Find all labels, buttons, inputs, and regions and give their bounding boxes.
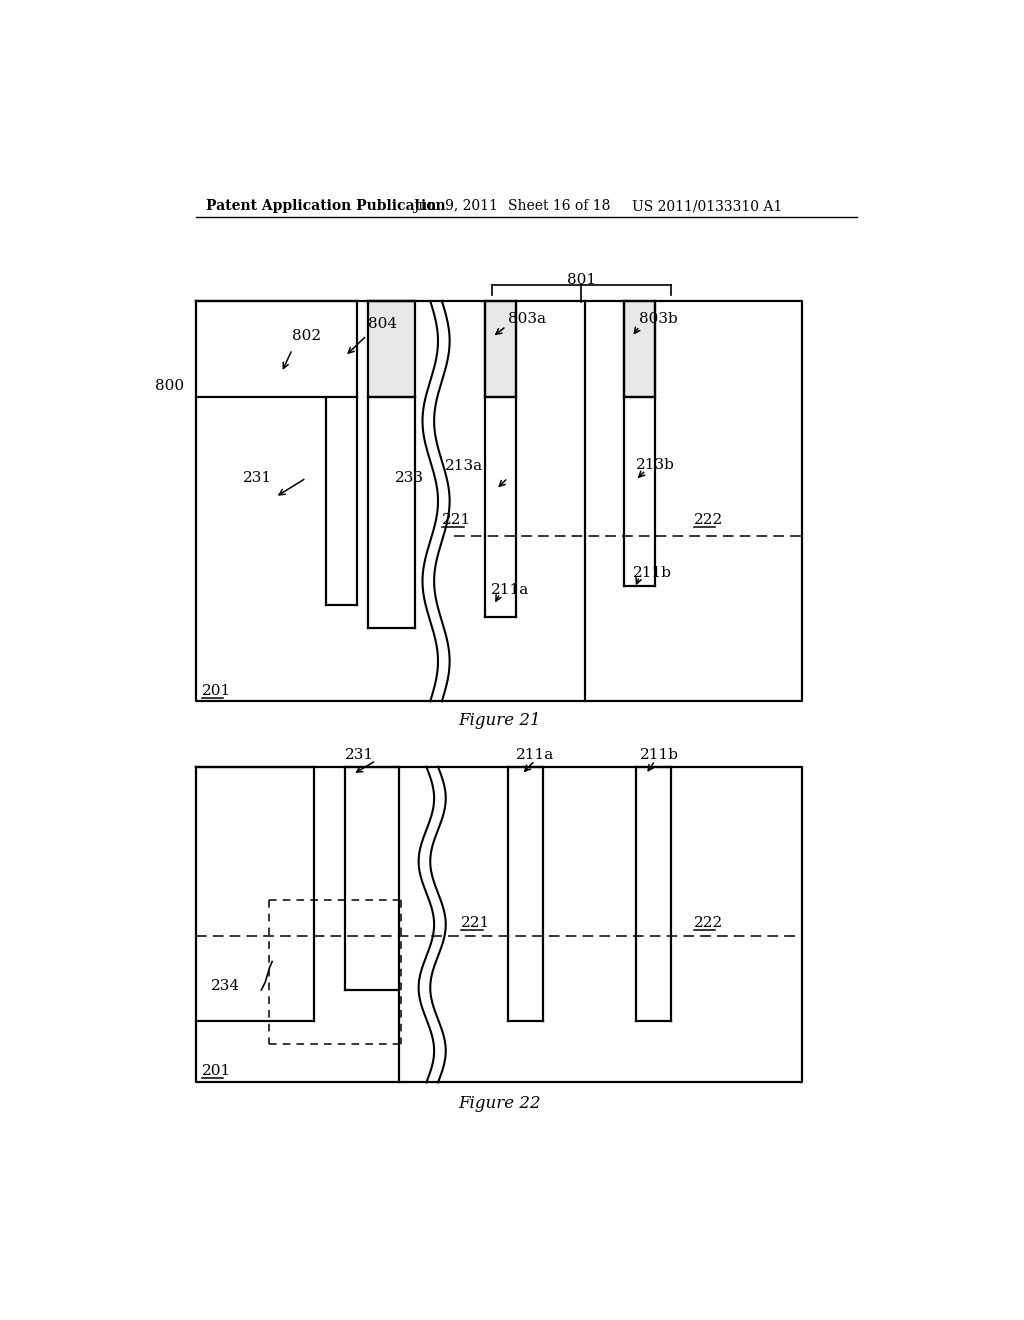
Text: 231: 231 [243,471,271,484]
Text: 234: 234 [211,979,241,993]
Text: 801: 801 [567,273,596,286]
Text: 800: 800 [155,379,183,392]
Text: 201: 201 [202,684,230,698]
Text: Sheet 16 of 18: Sheet 16 of 18 [508,199,610,213]
Text: 804: 804 [369,317,397,331]
Text: 803b: 803b [640,312,678,326]
Text: Figure 22: Figure 22 [458,1096,541,1113]
Text: 211b: 211b [633,566,673,579]
Text: 233: 233 [395,471,424,484]
Text: 201: 201 [202,1064,230,1078]
Text: Figure 21: Figure 21 [458,711,541,729]
Text: 221: 221 [442,513,471,527]
Text: 213b: 213b [636,458,675,471]
Text: 211b: 211b [640,748,679,762]
Bar [369,301,415,397]
Text: Patent Application Publication: Patent Application Publication [206,199,445,213]
Text: 222: 222 [693,916,723,931]
Text: 222: 222 [693,513,723,527]
Text: US 2011/0133310 A1: US 2011/0133310 A1 [632,199,782,213]
Text: 221: 221 [461,916,490,931]
Text: 213a: 213a [444,459,483,474]
Text: 231: 231 [345,748,374,762]
Bar [624,301,655,397]
Text: 211a: 211a [490,582,529,597]
Text: Jun. 9, 2011: Jun. 9, 2011 [414,199,498,213]
Text: 211a: 211a [515,748,554,762]
Text: 803a: 803a [508,312,546,326]
Bar [484,301,515,397]
Text: 802: 802 [292,329,322,342]
